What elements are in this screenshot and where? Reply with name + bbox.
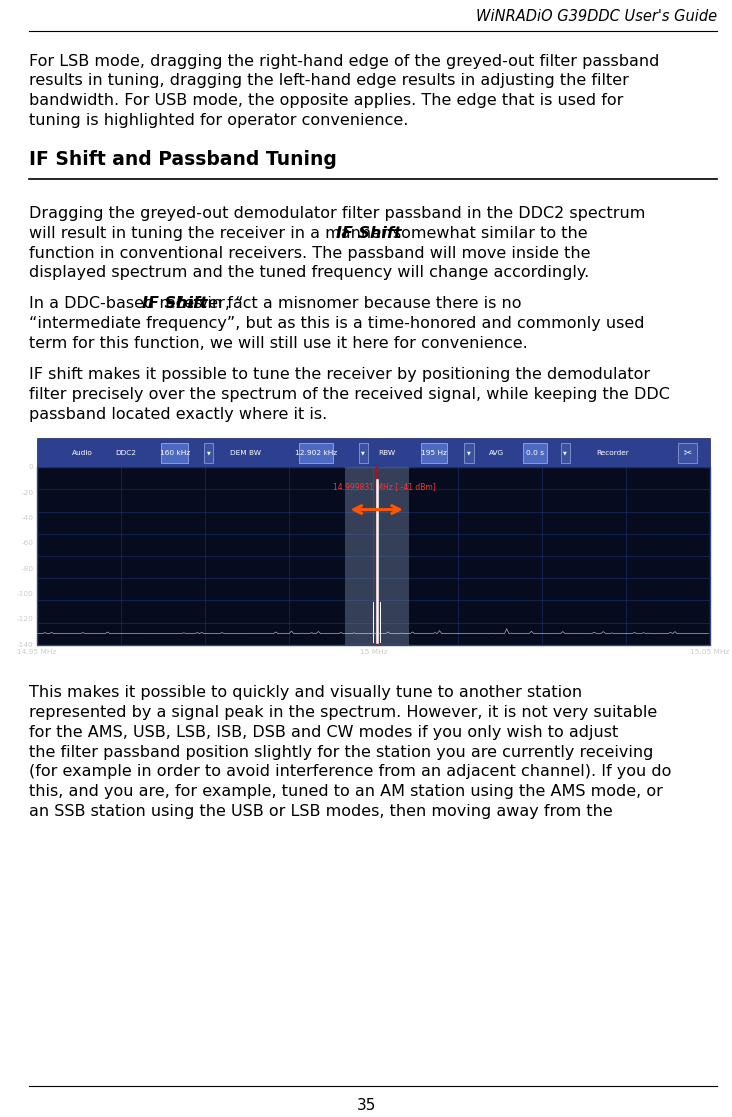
Text: -20: -20 xyxy=(21,489,34,496)
Text: This makes it possible to quickly and visually tune to another station: This makes it possible to quickly and vi… xyxy=(29,685,583,700)
Text: 0: 0 xyxy=(29,465,34,470)
Text: In a DDC-based receiver, “: In a DDC-based receiver, “ xyxy=(29,296,244,312)
Text: ▼: ▼ xyxy=(467,450,471,455)
Bar xyxy=(37,438,710,467)
Text: AVG: AVG xyxy=(489,450,504,456)
Text: Audio: Audio xyxy=(72,450,93,456)
Bar xyxy=(523,442,547,462)
Text: (for example in order to avoid interference from an adjacent channel). If you do: (for example in order to avoid interfere… xyxy=(29,764,672,780)
Text: IF Shift and Passband Tuning: IF Shift and Passband Tuning xyxy=(29,150,337,169)
Text: 195 Hz: 195 Hz xyxy=(421,450,447,456)
Bar xyxy=(37,467,710,645)
Text: -60: -60 xyxy=(22,541,34,546)
Text: “intermediate frequency”, but as this is a time-honored and commonly used: “intermediate frequency”, but as this is… xyxy=(29,316,645,332)
Text: -140: -140 xyxy=(17,642,34,648)
Text: passband located exactly where it is.: passband located exactly where it is. xyxy=(29,407,327,422)
Text: bandwidth. For USB mode, the opposite applies. The edge that is used for: bandwidth. For USB mode, the opposite ap… xyxy=(29,94,624,108)
Text: for the AMS, USB, LSB, ISB, DSB and CW modes if you only wish to adjust: for the AMS, USB, LSB, ISB, DSB and CW m… xyxy=(29,725,619,739)
Text: -100: -100 xyxy=(17,591,34,596)
Text: ▼: ▼ xyxy=(362,450,365,455)
Text: displayed spectrum and the tuned frequency will change accordingly.: displayed spectrum and the tuned frequen… xyxy=(29,266,589,280)
Bar xyxy=(299,442,333,462)
Text: 15.05 MHz: 15.05 MHz xyxy=(690,649,730,656)
Text: -120: -120 xyxy=(17,617,34,622)
Bar xyxy=(561,442,570,462)
Text: term for this function, we will still use it here for convenience.: term for this function, we will still us… xyxy=(29,336,528,351)
Bar xyxy=(464,442,474,462)
Text: this, and you are, for example, tuned to an AM station using the AMS mode, or: this, and you are, for example, tuned to… xyxy=(29,784,663,800)
Text: IF shift makes it possible to tune the receiver by positioning the demodulator: IF shift makes it possible to tune the r… xyxy=(29,367,651,382)
Text: 12.902 kHz: 12.902 kHz xyxy=(295,450,337,456)
Text: IF Shift: IF Shift xyxy=(142,296,207,312)
Text: Recorder: Recorder xyxy=(596,450,629,456)
Text: -80: -80 xyxy=(21,565,34,572)
Text: will result in tuning the receiver in a manner somewhat similar to the: will result in tuning the receiver in a … xyxy=(29,226,593,240)
Bar xyxy=(161,442,188,462)
Text: 15 MHz: 15 MHz xyxy=(359,649,387,656)
Text: tuning is highlighted for operator convenience.: tuning is highlighted for operator conve… xyxy=(29,113,408,128)
Text: ▼: ▼ xyxy=(564,450,567,455)
Text: ▼: ▼ xyxy=(206,450,210,455)
Text: IF Shift: IF Shift xyxy=(336,226,402,240)
Bar xyxy=(359,442,368,462)
Text: DDC2: DDC2 xyxy=(116,450,137,456)
Text: -40: -40 xyxy=(22,515,34,521)
Text: Dragging the greyed-out demodulator filter passband in the DDC2 spectrum: Dragging the greyed-out demodulator filt… xyxy=(29,206,646,221)
Text: ✂: ✂ xyxy=(683,448,691,458)
Bar xyxy=(678,442,697,462)
Text: 14.95 MHz: 14.95 MHz xyxy=(17,649,56,656)
Text: represented by a signal peak in the spectrum. However, it is not very suitable: represented by a signal peak in the spec… xyxy=(29,705,657,719)
Text: the filter passband position slightly for the station you are currently receivin: the filter passband position slightly fo… xyxy=(29,745,654,760)
Text: For LSB mode, dragging the right-hand edge of the greyed-out filter passband: For LSB mode, dragging the right-hand ed… xyxy=(29,54,660,68)
Text: 160 kHz: 160 kHz xyxy=(160,450,190,456)
Text: function in conventional receivers. The passband will move inside the: function in conventional receivers. The … xyxy=(29,246,591,260)
Text: DEM BW: DEM BW xyxy=(230,450,261,456)
Text: results in tuning, dragging the left-hand edge results in adjusting the filter: results in tuning, dragging the left-han… xyxy=(29,74,630,88)
Bar xyxy=(203,442,213,462)
Text: an SSB station using the USB or LSB modes, then moving away from the: an SSB station using the USB or LSB mode… xyxy=(29,804,613,819)
Text: ” is in fact a misnomer because there is no: ” is in fact a misnomer because there is… xyxy=(176,296,522,312)
Bar xyxy=(421,442,447,462)
Text: RBW: RBW xyxy=(378,450,395,456)
Text: 14.999831 MHz [ -41 dBm]: 14.999831 MHz [ -41 dBm] xyxy=(332,481,436,490)
Text: 0.0 s: 0.0 s xyxy=(526,450,544,456)
Text: WiNRADiO G39DDC User's Guide: WiNRADiO G39DDC User's Guide xyxy=(477,9,717,23)
Bar xyxy=(345,467,408,645)
Text: filter precisely over the spectrum of the received signal, while keeping the DDC: filter precisely over the spectrum of th… xyxy=(29,388,671,402)
Text: 35: 35 xyxy=(356,1098,376,1113)
